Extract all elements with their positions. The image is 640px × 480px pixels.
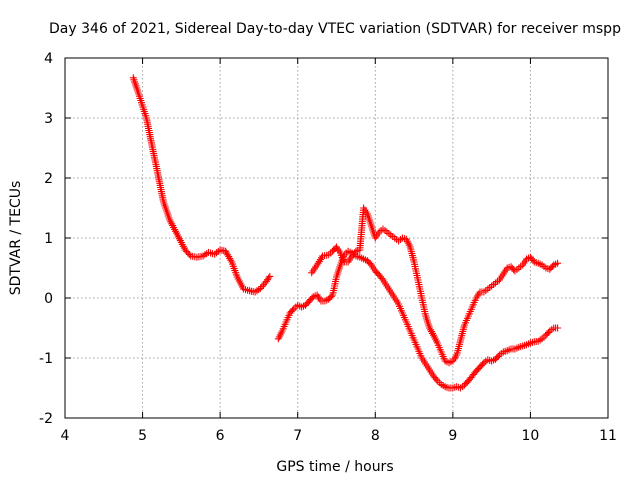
x-tick-label: 9: [448, 428, 457, 444]
x-tick-label: 5: [138, 428, 147, 444]
y-tick-label: 2: [44, 171, 53, 187]
grid: [65, 58, 608, 418]
data-point: [432, 375, 440, 383]
x-tick-label: 7: [293, 428, 302, 444]
axis-ticks: 4 5 6 7 8 9 10 11 -2 -1 0 1 2 3 4: [39, 51, 617, 444]
y-tick-label: 4: [44, 51, 53, 67]
y-tick-label: -1: [39, 351, 53, 367]
data-markers: [129, 74, 562, 392]
series-segment-1: [129, 74, 274, 296]
x-tick-label: 6: [216, 428, 225, 444]
x-tick-label: 10: [522, 428, 540, 444]
x-tick-label: 8: [371, 428, 380, 444]
data-point: [554, 259, 562, 267]
data-point: [289, 306, 296, 314]
data-point: [327, 292, 335, 300]
data-point: [265, 274, 273, 282]
data-point: [494, 352, 502, 360]
y-axis-label: SDTVAR / TECUs: [8, 181, 24, 296]
x-tick-label: 11: [599, 428, 617, 444]
data-point: [545, 328, 552, 336]
y-tick-label: 1: [44, 231, 53, 247]
chart-title: Day 346 of 2021, Sidereal Day-to-day VTE…: [49, 21, 621, 37]
data-point: [554, 324, 562, 332]
y-tick-label: 3: [44, 111, 53, 127]
y-tick-label: -2: [39, 411, 53, 427]
series-segment-3: [308, 204, 562, 367]
data-point: [378, 274, 386, 282]
x-tick-label: 4: [61, 428, 70, 444]
y-tick-label: 0: [44, 291, 53, 307]
series-segment-2: [274, 247, 562, 392]
data-point: [479, 360, 487, 368]
data-point: [266, 272, 274, 280]
x-axis-label: GPS time / hours: [276, 459, 393, 475]
